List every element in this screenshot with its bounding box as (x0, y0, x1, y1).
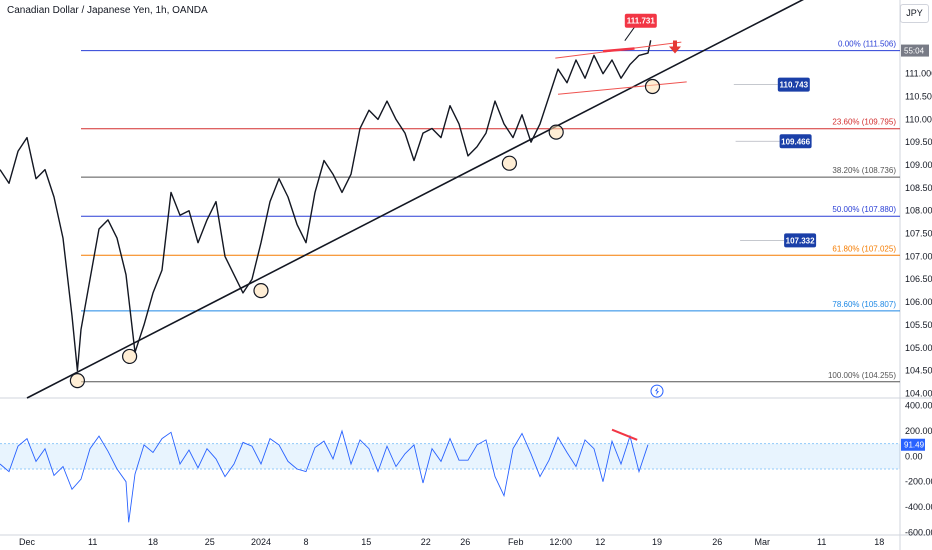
last-price-label: 55:04 (904, 47, 925, 56)
last-price-tag (901, 44, 929, 57)
price-tick-label: 109.000 (905, 160, 932, 170)
time-tick-label: Feb (508, 537, 524, 547)
oscillator-axis[interactable]: 400.00 200.00 0.00 -200.00 -400.00 -600.00 91.… (901, 401, 932, 538)
price-callouts: 111.731 110.743 109.466 107.332 (624, 13, 817, 248)
price-divergence-line (602, 47, 635, 53)
price-tick-label: 105.500 (905, 320, 932, 330)
price-tick-label: 110.500 (905, 92, 932, 102)
price-callout-box (777, 77, 810, 92)
price-tick-label: 107.500 (905, 229, 932, 239)
time-tick-label: 2024 (251, 537, 271, 547)
oscillator-pane (0, 428, 900, 523)
trendline[interactable] (26, 0, 810, 399)
touch-markers (69, 78, 661, 389)
price-tick-label: 106.000 (905, 297, 932, 307)
oscillator-line (0, 429, 649, 523)
touch-point-circle (253, 283, 269, 299)
fib-level-label: 50.00% (107.880) (832, 205, 896, 214)
touch-point-circle (122, 348, 138, 365)
oscillator-tick-label: 400.00 (905, 401, 932, 411)
price-callout-box (784, 233, 817, 248)
price-series (0, 40, 652, 372)
time-tick-label: 11 (817, 537, 826, 547)
oscillator-tick-label: -400.00 (905, 502, 932, 512)
callout-pointer (624, 26, 636, 41)
event-icon (650, 384, 664, 398)
chart-title: Canadian Dollar / Japanese Yen, 1h, OAND… (7, 5, 208, 16)
oscillator-tick-label: -600.00 (905, 527, 932, 537)
price-tick-label: 106.500 (905, 274, 932, 284)
oscillator-value-label: 91.49 (904, 441, 925, 450)
oscillator-band (0, 443, 900, 470)
fib-level-label: 38.20% (108.736) (832, 166, 896, 175)
time-tick-label: Dec (19, 537, 36, 547)
price-callout-box (624, 13, 657, 28)
price-tick-label: 104.000 (905, 388, 932, 398)
price-callout-label: 110.743 (780, 81, 809, 90)
ascending-trendline (26, 0, 805, 399)
touch-point-circle (548, 124, 564, 140)
price-tick-label: 111.000 (905, 69, 932, 79)
price-tick-label: 108.500 (905, 183, 932, 193)
fib-level-label: 78.60% (105.807) (832, 300, 896, 309)
price-tick-label: 104.500 (905, 366, 932, 376)
oscillator-tick-label: 0.00 (905, 451, 923, 461)
channel-lower-line (557, 81, 687, 95)
time-tick-label: Mar (755, 537, 771, 547)
time-tick-label: 22 (421, 537, 431, 547)
fib-level-label: 100.00% (104.255) (828, 371, 896, 380)
time-tick-label: 11 (88, 537, 97, 547)
touch-point-circle (69, 373, 86, 389)
fib-level-label: 61.80% (107.025) (832, 244, 896, 253)
price-callout-box (779, 134, 812, 149)
chart-overlays (650, 40, 681, 398)
fibonacci-retracement[interactable]: 0.00% (111.506) 23.60% (109.795) 38.20% (1… (81, 40, 900, 383)
touch-point-circle (501, 155, 517, 171)
time-tick-label: 15 (361, 537, 371, 547)
price-tick-label: 110.000 (905, 114, 932, 124)
touch-point-circle (644, 78, 661, 95)
price-tick-label: 107.000 (905, 251, 932, 261)
price-tick-label: 105.000 (905, 343, 932, 353)
oscillator-divergence-line (611, 428, 638, 441)
price-axis[interactable]: 111.000 110.500 110.000 109.500 109.000 108.5… (901, 44, 932, 399)
price-callout-label: 109.466 (781, 137, 810, 146)
time-tick-label: 18 (874, 537, 884, 547)
time-tick-label: 19 (652, 537, 662, 547)
fib-level-label: 0.00% (111.506) (838, 40, 896, 49)
price-tick-label: 109.500 (905, 137, 932, 147)
price-tick-label: 108.000 (905, 206, 932, 216)
time-tick-label: 12 (595, 537, 605, 547)
oscillator-tick-label: 200.00 (905, 426, 932, 436)
fib-level-label: 23.60% (109.795) (832, 118, 896, 127)
time-tick-label: 12:00 (549, 537, 572, 547)
price-callout-label: 107.332 (786, 236, 815, 245)
down-arrow-icon (669, 40, 681, 54)
oscillator-tick-label: -200.00 (905, 477, 932, 487)
time-tick-label: 26 (712, 537, 722, 547)
time-tick-label: 26 (460, 537, 470, 547)
time-tick-label: 25 (205, 537, 215, 547)
price-line (0, 40, 652, 372)
lightning-icon (655, 387, 659, 396)
time-axis[interactable]: Dec 11 18 25 2024 8 15 22 26 Feb 12:00 12 19 26 Mar 11 1… (19, 537, 884, 547)
time-tick-label: 18 (148, 537, 158, 547)
time-tick-label: 8 (303, 537, 308, 547)
price-callout-label: 111.731 (627, 17, 656, 26)
oscillator-value-tag (901, 438, 925, 451)
